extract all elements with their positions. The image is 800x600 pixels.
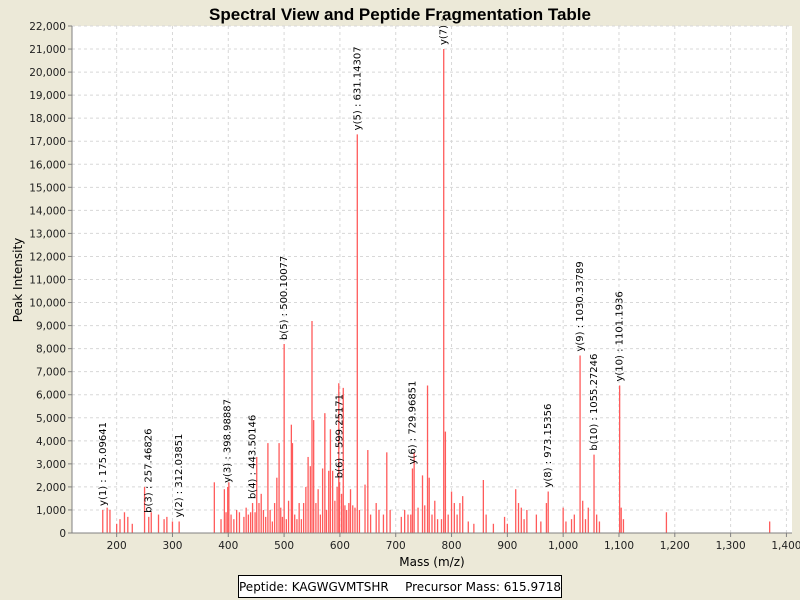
peak-annotation-label: y(10) : 1101.1936 [615, 291, 626, 381]
precursor-mass: Precursor Mass: 615.9718 [405, 579, 561, 594]
peak-annotation-label: y(6) : 729.96851 [407, 381, 418, 465]
y-tick-label: 6,000 [36, 390, 66, 402]
y-tick-label: 2,000 [36, 482, 66, 494]
peak-annotation-label: y(3) : 398.98887 [223, 399, 234, 483]
y-tick-label: 18,000 [29, 113, 66, 125]
x-tick-label: 800 [442, 540, 462, 552]
peptide-sequence: Peptide: KAGWGVMTSHR [239, 579, 389, 594]
y-tick-label: 12,000 [29, 251, 66, 263]
chart-title: Spectral View and Peptide Fragmentation … [209, 5, 591, 24]
y-tick-label: 9,000 [36, 321, 66, 333]
y-tick-label: 14,000 [29, 205, 66, 217]
x-axis-label: Mass (m/z) [399, 555, 464, 569]
x-tick-label: 1,100 [604, 540, 634, 552]
x-tick-label: 1,200 [660, 540, 690, 552]
y-tick-label: 5,000 [36, 413, 66, 425]
peak-annotation-label: b(10) : 1055.27246 [589, 354, 600, 451]
x-tick-label: 300 [162, 540, 182, 552]
y-tick-label: 4,000 [36, 436, 66, 448]
x-tick-label: 600 [330, 540, 350, 552]
y-tick-label: 0 [59, 528, 66, 540]
grid-lines [72, 25, 792, 534]
y-tick-label: 3,000 [36, 459, 66, 471]
y-tick-label: 16,000 [29, 159, 66, 171]
y-tick-label: 10,000 [29, 298, 66, 310]
x-tick-label: 700 [386, 540, 406, 552]
peak-annotation-label: b(5) : 500.10077 [279, 256, 290, 340]
x-tick-label: 900 [497, 540, 517, 552]
peak-annotation-label: y(8) : 973.15356 [543, 404, 554, 488]
y-tick-label: 8,000 [36, 344, 66, 356]
y-tick-label: 7,000 [36, 367, 66, 379]
y-tick-label: 20,000 [29, 67, 66, 79]
y-tick-label: 19,000 [29, 90, 66, 102]
peak-annotation-label: b(4) : 443.50146 [248, 415, 259, 499]
peak-annotation-label: y(1) : 175.09641 [98, 422, 109, 506]
x-tick-label: 400 [218, 540, 238, 552]
peptide-legend: Peptide: KAGWGVMTSHR Precursor Mass: 615… [238, 575, 562, 598]
peak-annotations: y(1) : 175.09641 b(3) : 257.46826 y(2) : 3… [98, 18, 626, 517]
peak-annotation-label: y(2) : 312.03851 [174, 434, 185, 518]
x-tick-label: 1,300 [716, 540, 746, 552]
peak-annotation-label: y(5) : 631.14307 [352, 46, 363, 130]
x-tick-label: 1,000 [548, 540, 578, 552]
y-tick-label: 13,000 [29, 228, 66, 240]
peak-annotation-label: b(6) : 599.25171 [335, 394, 346, 478]
axes: 0 1,000 2,000 3,000 4,000 5,000 6,000 7,000 8,00… [29, 21, 800, 552]
y-axis-label: Peak Intensity [11, 238, 25, 323]
y-tick-label: 21,000 [29, 44, 66, 56]
x-tick-label: 1,400 [771, 540, 800, 552]
peak-annotation-label: y(9) : 1030.33789 [575, 261, 586, 351]
y-tick-label: 11,000 [29, 275, 66, 287]
x-tick-label: 500 [274, 540, 294, 552]
x-tick-label: 200 [107, 540, 127, 552]
peak-annotation-label: b(3) : 257.46826 [144, 429, 155, 513]
y-tick-label: 17,000 [29, 136, 66, 148]
peak-annotation-label: y(7) : [439, 18, 450, 45]
peak-bars [102, 49, 771, 533]
y-tick-label: 1,000 [36, 505, 66, 517]
y-tick-label: 15,000 [29, 182, 66, 194]
y-tick-label: 22,000 [29, 21, 66, 33]
